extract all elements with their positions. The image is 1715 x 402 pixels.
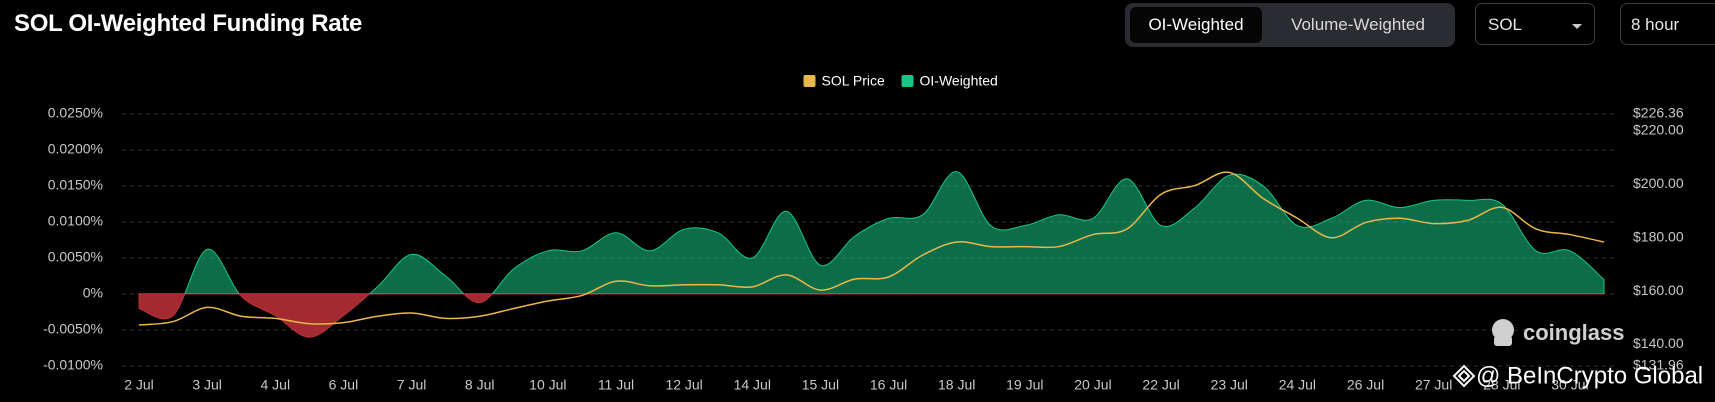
legend-swatch — [803, 75, 816, 87]
x-tick-label: 10 Jul — [529, 377, 566, 393]
y-tick-label: 0.0150% — [48, 177, 103, 193]
y-tick-label: 0.0050% — [48, 249, 103, 265]
watermark-logo — [1492, 319, 1514, 346]
y2-tick-label: $140.00 — [1633, 335, 1684, 351]
x-tick-label: 27 Jul — [1415, 377, 1452, 393]
x-tick-label: 20 Jul — [1074, 377, 1111, 393]
y-tick-label: -0.0050% — [43, 321, 103, 337]
x-tick-label: 6 Jul — [329, 377, 359, 393]
x-tick-label: 15 Jul — [802, 377, 839, 393]
y-tick-label: 0.0250% — [48, 105, 103, 121]
y2-tick-label: $160.00 — [1633, 282, 1684, 298]
x-tick-label: 26 Jul — [1347, 377, 1384, 393]
x-tick-label: 4 Jul — [260, 377, 290, 393]
x-tick-label: 18 Jul — [938, 377, 975, 393]
x-tick-label: 2 Jul — [124, 377, 154, 393]
tab[interactable]: OI-Weighted — [1130, 7, 1262, 43]
x-tick-label: 23 Jul — [1211, 377, 1248, 393]
x-tick-label: 24 Jul — [1279, 377, 1316, 393]
y2-tick-label: $220.00 — [1633, 122, 1684, 138]
x-tick-label: 14 Jul — [734, 377, 771, 393]
watermark: coinglass — [1523, 320, 1624, 345]
legend: SOL Price OI-Weighted — [803, 73, 998, 89]
legend-swatch — [901, 75, 914, 87]
x-tick-label: 30 Jul — [1551, 377, 1588, 393]
area — [138, 171, 1605, 294]
area-negative — [138, 294, 1605, 338]
page-title: SOL OI-Weighted Funding Rate — [14, 10, 363, 37]
interval-select[interactable]: 8 hour — [1620, 3, 1715, 45]
line — [138, 171, 1605, 326]
x-tick-label: 16 Jul — [870, 377, 907, 393]
y2-tick-label: $200.00 — [1633, 175, 1684, 191]
y-tick-label: 0.0200% — [48, 141, 103, 157]
x-tick-label: 3 Jul — [192, 377, 222, 393]
y2-tick-label: $180.00 — [1633, 228, 1684, 244]
x-tick-label: 8 Jul — [465, 377, 495, 393]
y-tick-label: -0.0100% — [43, 357, 103, 373]
x-tick-label: 12 Jul — [665, 377, 702, 393]
x-tick-label: 19 Jul — [1006, 377, 1043, 393]
y2-tick-label: $131.96 — [1633, 357, 1684, 373]
x-tick-label: 11 Jul — [598, 377, 634, 393]
coin-select[interactable]: SOL — [1475, 3, 1595, 45]
tab-group: OI-Weighted Volume-Weighted — [1125, 3, 1455, 47]
legend-label: SOL Price — [822, 73, 885, 89]
select-value: 8 hour — [1631, 15, 1680, 34]
watermark-logo — [1452, 364, 1476, 388]
select-value: SOL — [1488, 15, 1523, 34]
watermark: @ BeInCrypto Global — [1476, 362, 1703, 389]
caret — [1572, 24, 1582, 29]
tab[interactable]: Volume-Weighted — [1291, 15, 1425, 34]
y2-tick-label: $226.36 — [1633, 105, 1684, 121]
x-tick-label: 7 Jul — [397, 377, 427, 393]
y-tick-label: 0% — [83, 285, 103, 301]
y-tick-label: 0.0100% — [48, 213, 103, 229]
legend-label: OI-Weighted — [920, 73, 998, 89]
x-tick-label: 22 Jul — [1142, 377, 1179, 393]
x-tick-label: 28 Jul — [1483, 377, 1520, 393]
